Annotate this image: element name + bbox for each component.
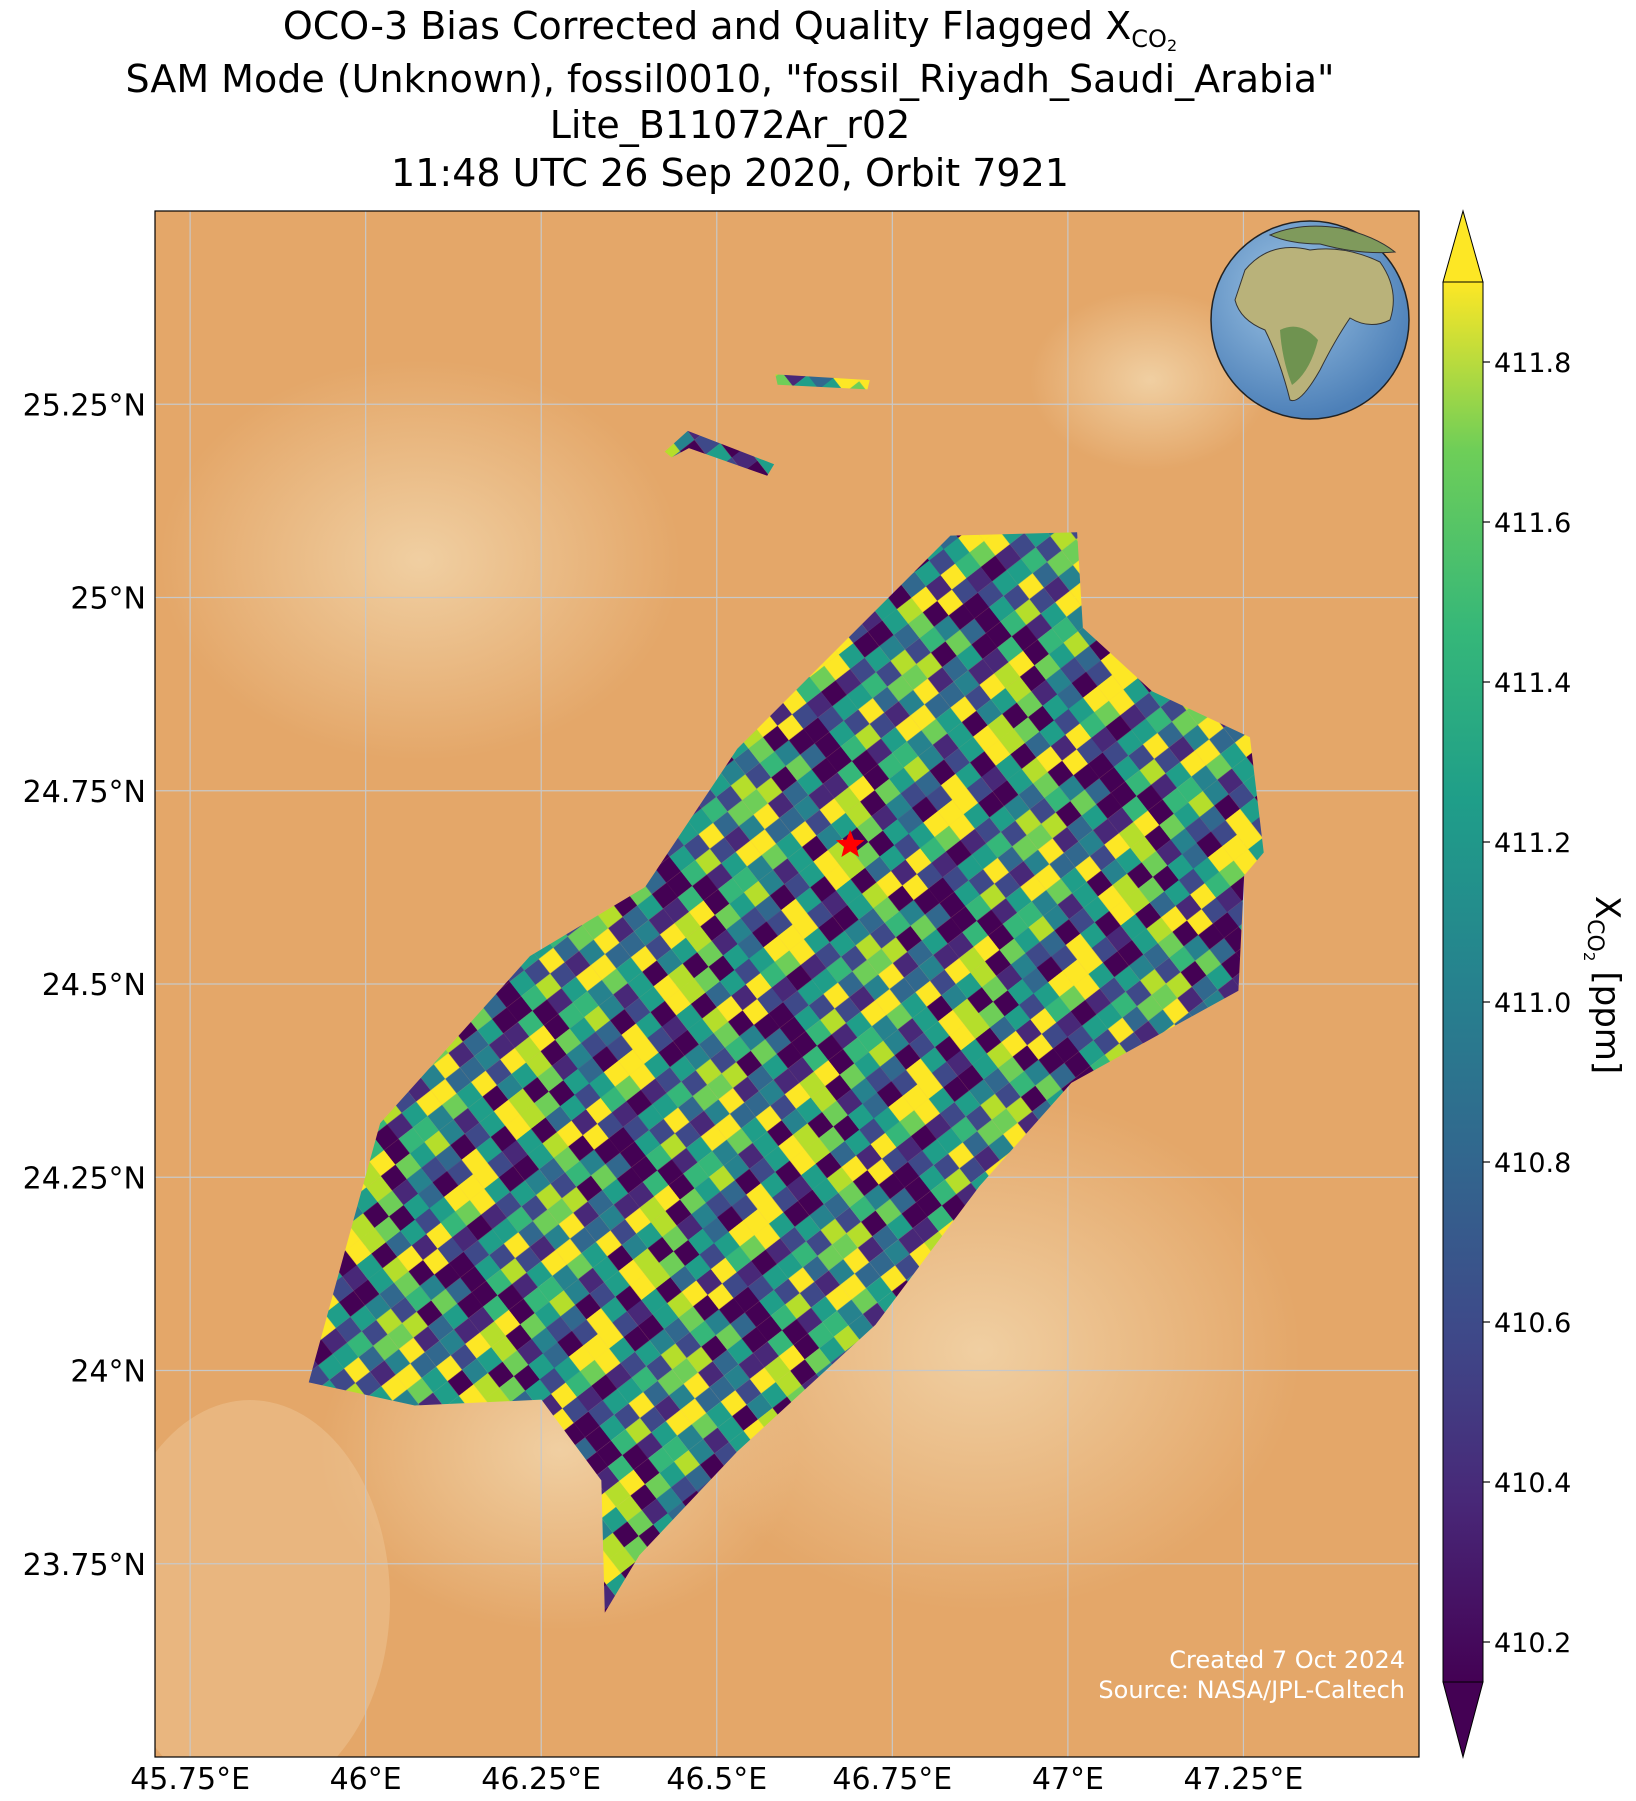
colorbar-tick-label: 410.4 <box>1494 1468 1571 1499</box>
annotation: Created 7 Oct 2024 <box>1169 1646 1405 1674</box>
y-tick-label: 25.25°N <box>23 388 146 423</box>
swath-footprint <box>664 430 775 476</box>
chart-title-line: SAM Mode (Unknown), fossil0010, "fossil_… <box>126 57 1335 101</box>
swath <box>308 374 1264 1613</box>
colorbar-tick-label: 411.8 <box>1494 348 1571 379</box>
y-tick-label: 24.5°N <box>42 968 146 1003</box>
inset-globe <box>1210 220 1410 420</box>
chart-title: 11:48 UTC 26 Sep 2020, Orbit 7921 <box>391 151 1069 195</box>
x-tick-label: 47°E <box>1032 1762 1104 1797</box>
chart-title: Lite_B11072Ar_r02 <box>550 103 911 147</box>
colorbar-tick-label: 410.6 <box>1494 1308 1571 1339</box>
chart-title-subscript: 2 <box>1167 36 1177 55</box>
colorbar-label-unit: [ppm] <box>1587 971 1627 1074</box>
colorbar-tick-label: 411.4 <box>1494 668 1571 699</box>
swath-footprint <box>775 374 870 390</box>
terrain <box>1030 290 1270 470</box>
chart-title-line: 11:48 UTC 26 Sep 2020, Orbit 7921 <box>391 151 1069 195</box>
x-tick-label: 46.75°E <box>832 1762 952 1797</box>
chart-title: SAM Mode (Unknown), fossil0010, "fossil_… <box>126 57 1335 101</box>
y-tick-label: 23.75°N <box>23 1548 146 1583</box>
y-tick-label: 24.25°N <box>23 1161 146 1196</box>
colorbar-label-text: X <box>1587 896 1627 919</box>
chart-title-subscript: CO <box>1131 25 1167 53</box>
x-tick-label: 46°E <box>330 1762 402 1797</box>
colorbar-label-subscript: 2 <box>1580 952 1598 962</box>
chart-title-line: Lite_B11072Ar_r02 <box>550 103 911 147</box>
x-tick-label: 46.5°E <box>666 1762 767 1797</box>
colorbar: 410.2 410.4 410.6 410.8 411.0 411.2 411.4 411.6… <box>1442 209 1571 1759</box>
y-tick-label: 25°N <box>70 582 146 617</box>
swath-footprint <box>308 532 1264 1613</box>
colorbar-body <box>1442 281 1484 1683</box>
colorbar-label-subscript: CO <box>1582 919 1607 952</box>
colorbar-tick-label: 410.2 <box>1494 1628 1571 1659</box>
x-tick-label: 46.25°E <box>481 1762 601 1797</box>
colorbar-tick-label: 411.2 <box>1494 828 1571 859</box>
colorbar-label: XCO2 [ppm] <box>1580 896 1627 1074</box>
target-marker <box>835 829 865 857</box>
map-frame <box>154 210 1420 1758</box>
terrain <box>155 1400 390 1757</box>
colorbar-tick-label: 411.0 <box>1494 988 1571 1019</box>
x-tick-label: 45.75°E <box>130 1762 250 1797</box>
y-tick-label: 24.75°N <box>23 775 146 810</box>
y-tick-label: 24°N <box>70 1355 146 1390</box>
colorbar-extend-min <box>1442 1681 1484 1759</box>
annotation: Source: NASA/JPL-Caltech <box>1098 1676 1405 1704</box>
chart-title-line: OCO-3 Bias Corrected and Quality Flagged… <box>283 4 1131 48</box>
colorbar-tick-label: 410.8 <box>1494 1148 1571 1179</box>
x-tick-label: 47.25°E <box>1184 1762 1304 1797</box>
chart-title: OCO-3 Bias Corrected and Quality Flagged… <box>283 4 1177 55</box>
colorbar-extend-max <box>1442 209 1484 283</box>
map-area <box>155 211 1419 1757</box>
colorbar-tick-label: 411.6 <box>1494 508 1571 539</box>
terrain <box>160 360 680 760</box>
